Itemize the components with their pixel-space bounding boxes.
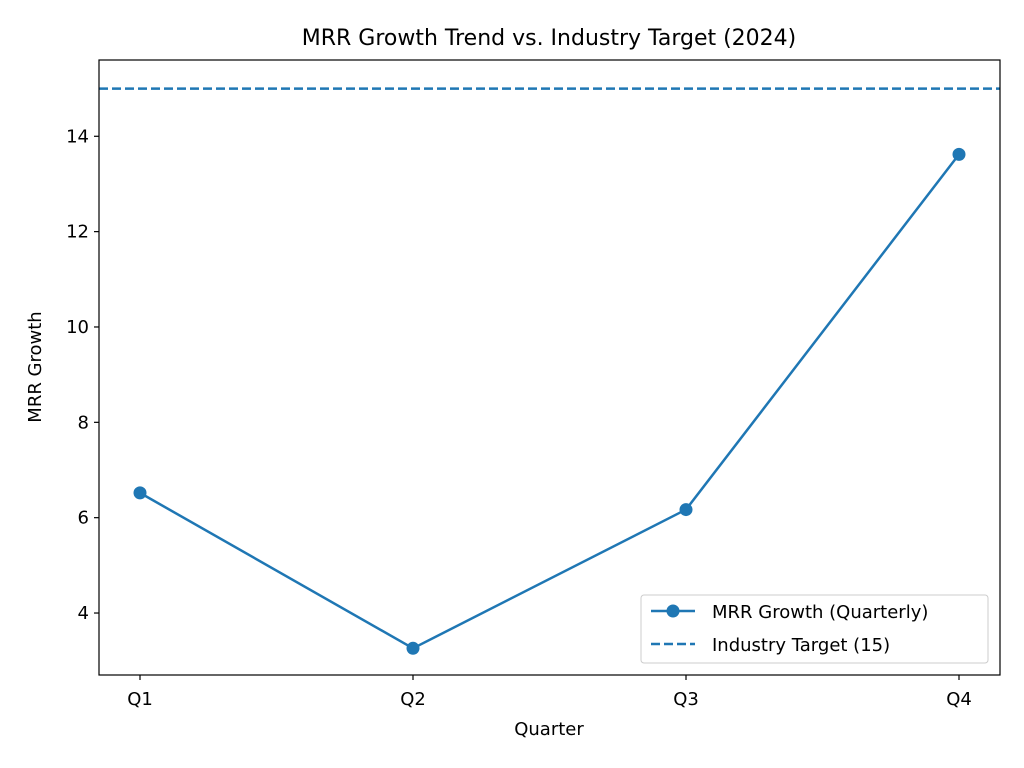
x-tick-label: Q3	[673, 689, 699, 710]
y-tick-label: 4	[78, 603, 89, 624]
y-axis-title: MRR Growth	[25, 311, 46, 422]
y-tick-label: 10	[66, 317, 89, 338]
chart-title: MRR Growth Trend vs. Industry Target (20…	[302, 26, 797, 51]
y-tick-label: 12	[66, 222, 89, 243]
data-point-marker	[406, 641, 420, 655]
data-point-marker	[952, 147, 966, 161]
x-tick-label: Q4	[946, 689, 972, 710]
x-axis: Q1 Q2 Q3 Q4	[127, 675, 972, 710]
y-axis: 4 6 8 10 12 14	[66, 126, 99, 624]
y-tick-label: 8	[78, 412, 89, 433]
y-tick-label: 14	[66, 126, 89, 147]
x-tick-label: Q1	[127, 689, 153, 710]
data-point-marker	[133, 486, 147, 500]
legend-series-label: MRR Growth (Quarterly)	[712, 602, 928, 623]
plot-area	[99, 87, 1000, 655]
legend-series-marker	[666, 604, 680, 618]
legend-box	[640, 594, 989, 664]
data-point-marker	[679, 503, 693, 517]
series-line	[139, 153, 960, 650]
y-tick-label: 6	[78, 508, 89, 529]
x-tick-label: Q2	[400, 689, 426, 710]
legend-target-label: Industry Target (15)	[712, 635, 890, 656]
legend: MRR Growth (Quarterly) Industry Target (…	[640, 594, 989, 664]
plot-frame	[98, 59, 1001, 676]
x-axis-title: Quarter	[514, 719, 584, 740]
